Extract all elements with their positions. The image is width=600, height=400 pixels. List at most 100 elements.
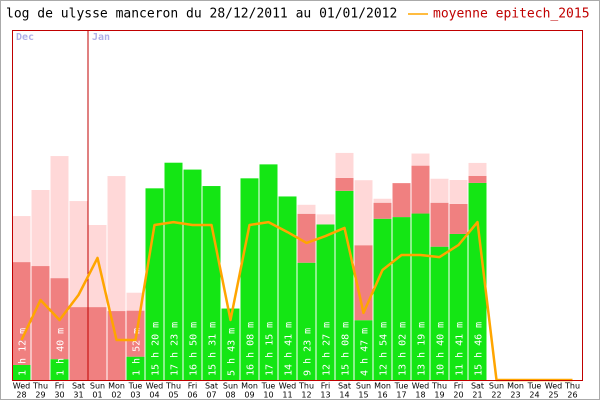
x-tick-weekday: Mon	[374, 382, 391, 391]
x-tick-weekday: Thu	[32, 382, 48, 391]
x-tick-weekday: Mon	[241, 382, 258, 391]
x-tick-label: 13	[320, 391, 330, 400]
x-tick-label: 29	[35, 391, 45, 400]
bar-label: 10 h 40 m	[436, 322, 447, 376]
bar-segment	[12, 365, 31, 380]
bar-label: 9 h 23 m	[303, 328, 314, 376]
x-tick-weekday: Tue	[261, 382, 276, 391]
bar-segment	[69, 201, 88, 308]
x-tick-label: 07	[206, 391, 216, 400]
plot: Dec Jan 1 h 12 m 1 h 40 m 1 h 52 m 15 h 20 m 1…	[12, 30, 573, 382]
bar-label: 4 h 47 m	[360, 328, 371, 376]
x-tick-label: 28	[16, 391, 26, 400]
bar-label: 11 h 41 m	[455, 322, 466, 376]
bar-segment	[145, 188, 164, 380]
month-label: Dec	[16, 32, 34, 43]
bar-segment	[449, 180, 468, 204]
bar-label: 15 h 46 m	[474, 322, 485, 376]
x-tick-label: 11	[282, 391, 292, 400]
x-tick-label: 06	[187, 391, 197, 400]
x-tick-label: 24	[529, 391, 539, 400]
bar-segment	[430, 178, 449, 203]
bar-segment	[411, 165, 430, 214]
x-tick-weekday: Sat	[338, 382, 351, 391]
x-tick-weekday: Thu	[564, 382, 580, 391]
bar-label: 14 h 41 m	[284, 322, 295, 376]
x-tick-weekday: Fri	[55, 382, 65, 391]
x-tick-weekday: Wed	[146, 382, 163, 391]
chart-title: log de ulysse manceron du 28/12/2011 au …	[6, 7, 397, 22]
x-tick-label: 02	[111, 391, 121, 400]
x-tick-weekday: Sat	[72, 382, 85, 391]
x-tick-label: 09	[244, 391, 254, 400]
bar-segment	[12, 262, 31, 365]
x-tick-weekday: Wed	[13, 382, 30, 391]
x-tick-weekday: Fri	[454, 382, 464, 391]
line-series	[20, 220, 573, 382]
bar-segment	[50, 359, 69, 380]
bar-segment	[354, 320, 373, 380]
bar-segment	[12, 216, 31, 263]
bar-segment	[259, 164, 278, 380]
bar-segment	[411, 153, 430, 166]
bar-label: 16 h 50 m	[189, 322, 200, 376]
bar-segment	[373, 202, 392, 219]
bar-segment	[354, 180, 373, 246]
x-tick-label: 03	[130, 391, 140, 400]
x-tick-weekday: Thu	[431, 382, 447, 391]
x-tick-label: 20	[453, 391, 463, 400]
x-tick-label: 12	[301, 391, 311, 400]
bar-segment	[202, 186, 221, 380]
bar-label: 1 h 40 m	[56, 328, 67, 376]
x-tick-weekday: Tue	[394, 382, 409, 391]
x-tick-label: 05	[168, 391, 178, 400]
x-tick-weekday: Sat	[471, 382, 484, 391]
x-tick-weekday: Tue	[527, 382, 542, 391]
bar-segment	[126, 356, 145, 380]
x-tick-weekday: Sun	[356, 382, 371, 391]
bar-segment	[221, 308, 240, 380]
x-tick-label: 21	[472, 391, 482, 400]
bar-segment	[468, 175, 487, 183]
bar-segment	[88, 225, 107, 308]
bar-label: 17 h 15 m	[265, 322, 276, 376]
bar-segment	[449, 203, 468, 234]
bar-segment	[335, 190, 354, 380]
bar-label: 16 h 08 m	[246, 322, 257, 376]
bar-segment	[107, 311, 126, 380]
bar-label: 5 h 43 m	[227, 328, 238, 376]
bar-label: 17 h 23 m	[170, 322, 181, 376]
x-tick-label: 26	[567, 391, 577, 400]
bar-segment	[278, 196, 297, 380]
bar-label: 1 h 12 m	[18, 328, 29, 376]
bar-segment	[107, 176, 126, 312]
bar-segment	[430, 246, 449, 380]
x-tick-label: 15	[358, 391, 368, 400]
x-tick-weekday: Sun	[223, 382, 238, 391]
bar-label: 1 h 52 m	[132, 328, 143, 376]
bar-segment	[69, 307, 88, 380]
bar-label: 13 h 19 m	[417, 322, 428, 376]
x-tick-label: 30	[54, 391, 64, 400]
bar-segment	[373, 198, 392, 203]
bar-segment	[430, 202, 449, 247]
x-tick-label: 04	[149, 391, 159, 400]
x-tick-label: 01	[92, 391, 102, 400]
bar-segment	[335, 152, 354, 178]
bar-label: 15 h 20 m	[151, 322, 162, 376]
bar-segment	[297, 213, 316, 263]
x-tick-weekday: Wed	[412, 382, 429, 391]
x-tick-label: 22	[491, 391, 501, 400]
x-tick-label: 08	[225, 391, 235, 400]
bar-segment	[316, 224, 335, 380]
bar-label: 15 h 08 m	[341, 322, 352, 376]
month-label: Jan	[92, 32, 110, 43]
x-tick-label: 23	[510, 391, 520, 400]
x-tick-label: 14	[339, 391, 349, 400]
x-tick-weekday: Fri	[188, 382, 198, 391]
legend-label: moyenne epitech_2015	[433, 7, 590, 22]
plot-frame	[12, 30, 583, 381]
x-tick-label: 16	[377, 391, 387, 400]
bar-segment	[373, 218, 392, 380]
x-tick-label: 10	[263, 391, 273, 400]
